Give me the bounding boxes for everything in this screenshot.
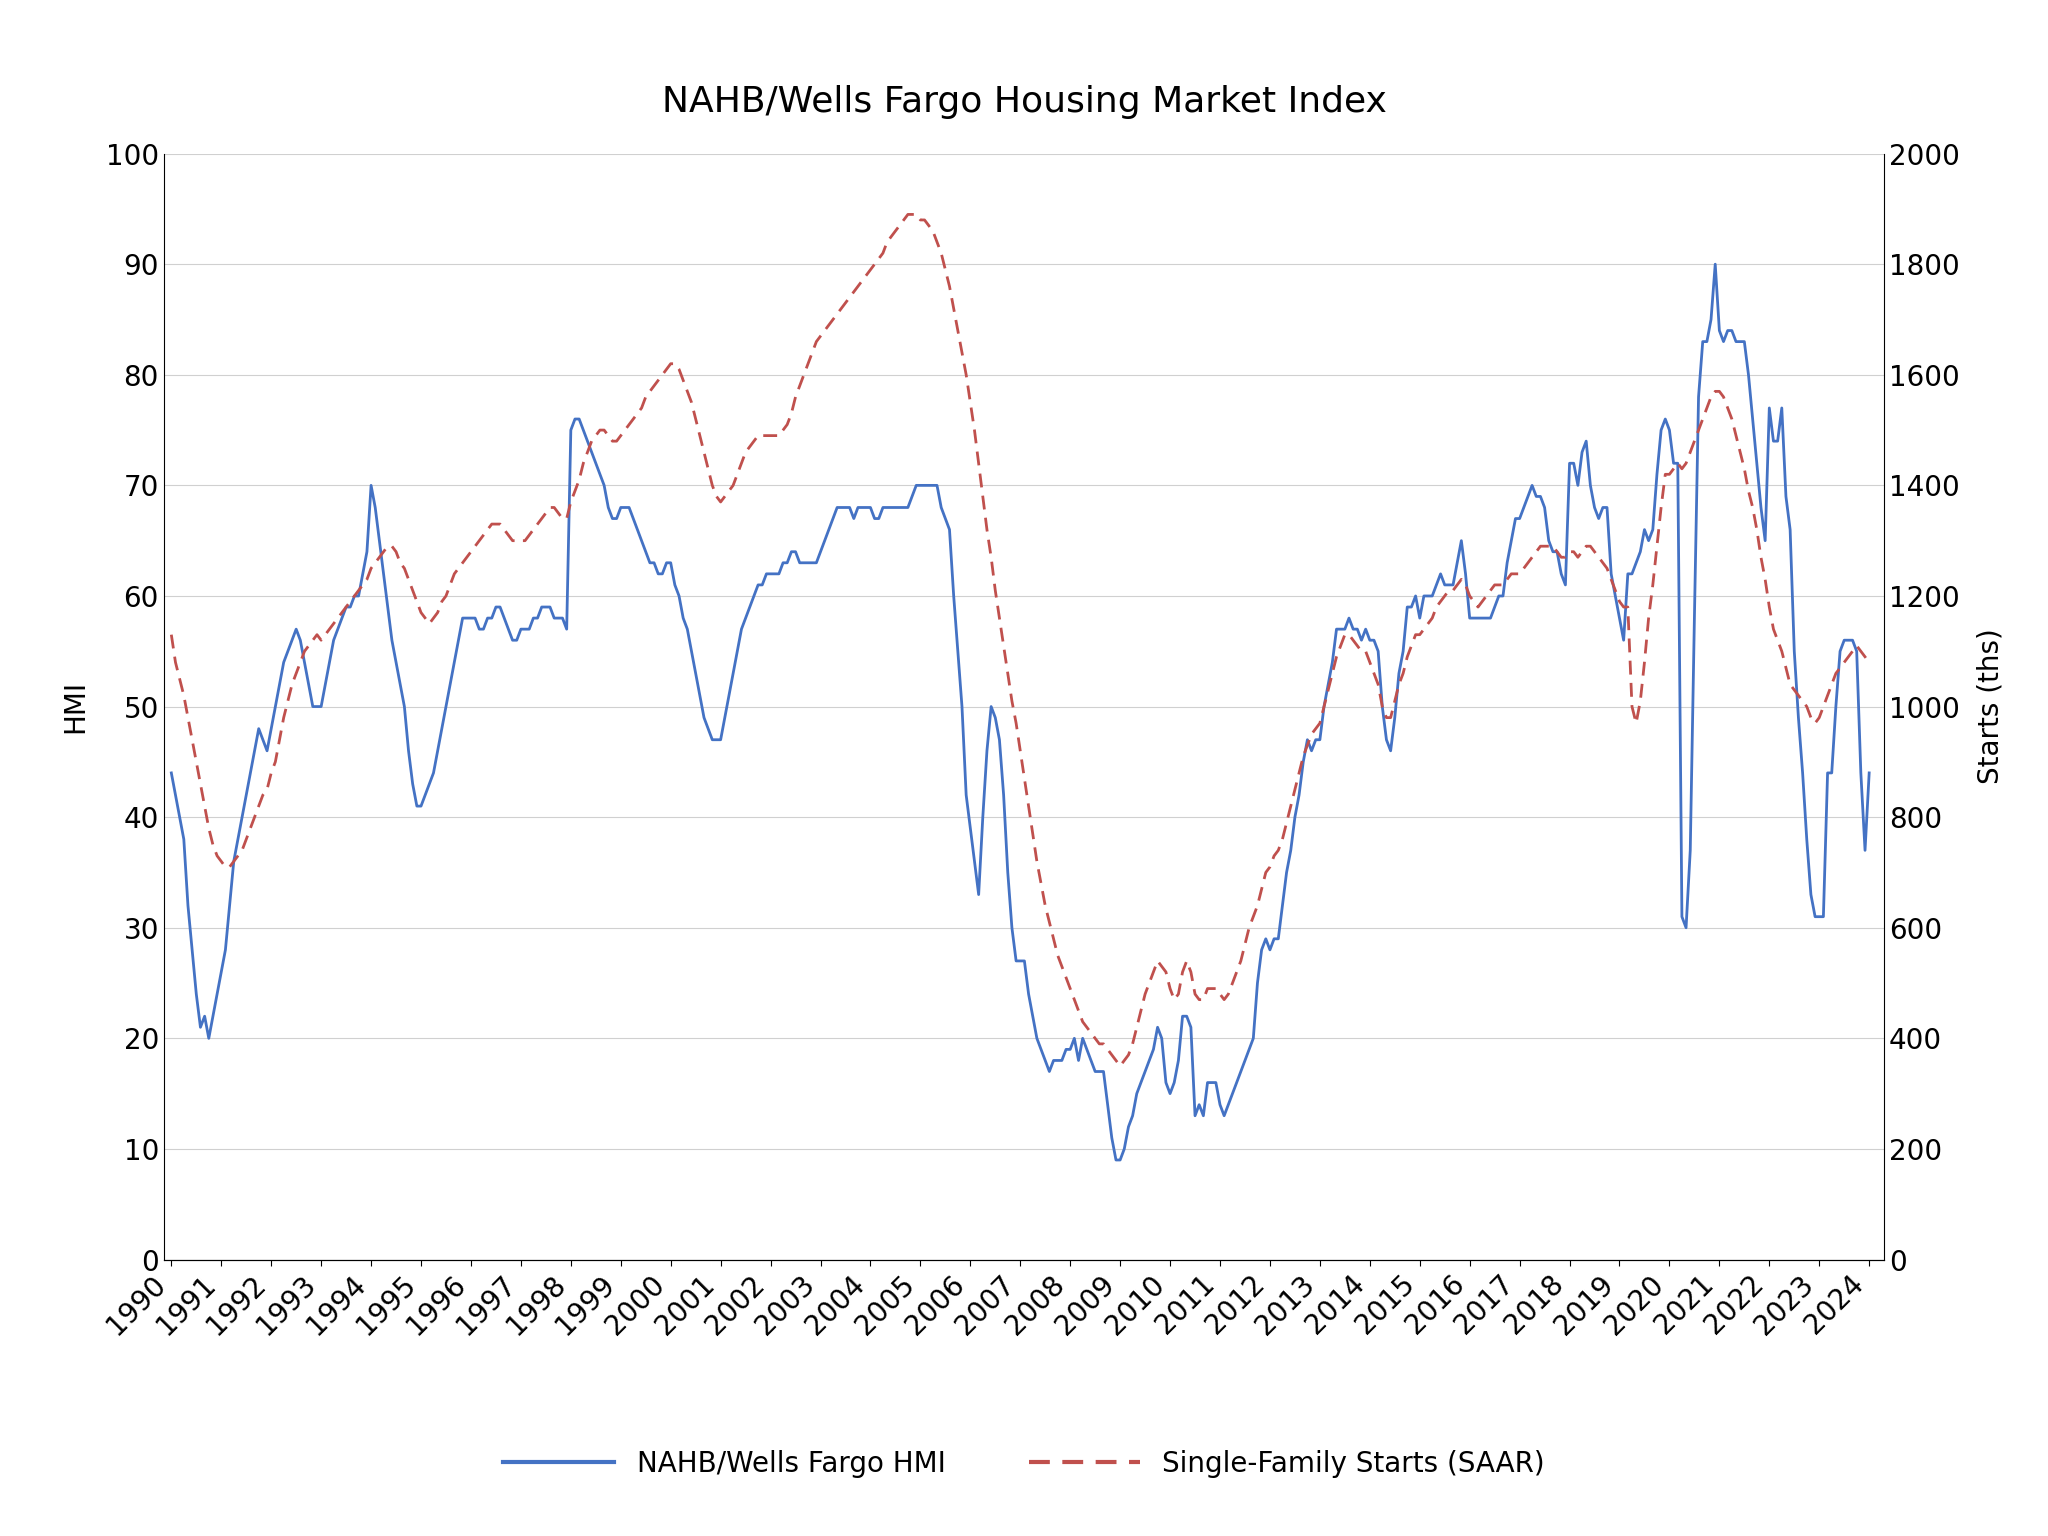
Y-axis label: HMI: HMI	[61, 680, 90, 733]
Title: NAHB/Wells Fargo Housing Market Index: NAHB/Wells Fargo Housing Market Index	[662, 84, 1386, 118]
Legend: NAHB/Wells Fargo HMI, Single-Family Starts (SAAR): NAHB/Wells Fargo HMI, Single-Family Star…	[492, 1439, 1556, 1488]
Y-axis label: Starts (ths): Starts (ths)	[1976, 628, 2005, 785]
